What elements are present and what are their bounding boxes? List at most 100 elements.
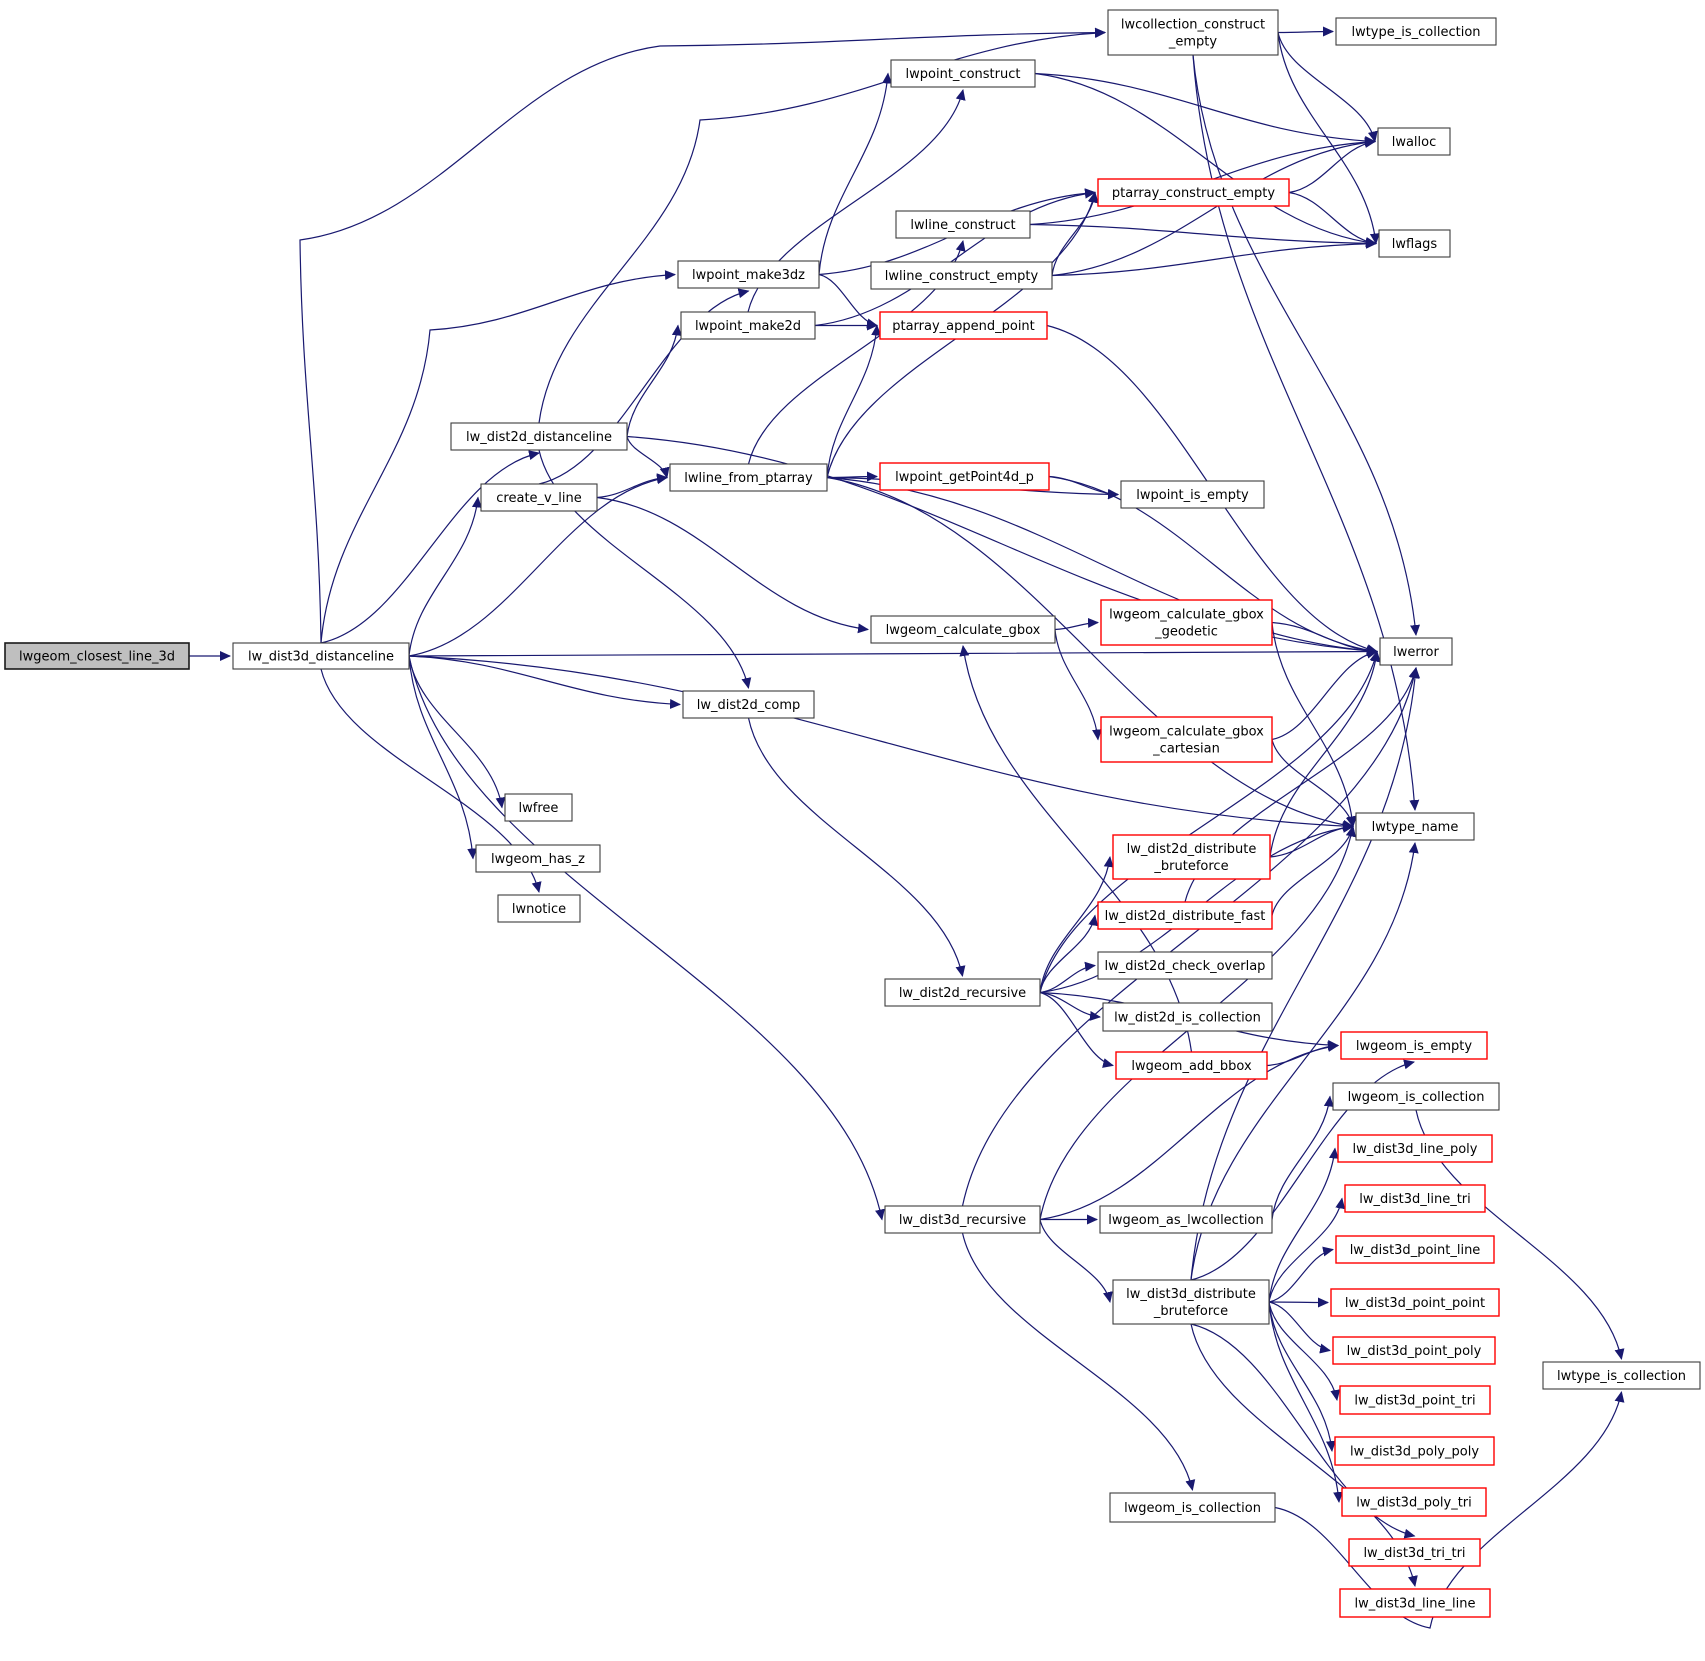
edge-lw_dist3d_distanceline-lwerror (408, 646, 1378, 657)
node-lwerror[interactable]: lwerror (1379, 637, 1453, 666)
edge-lw_dist3d_distribute_bruteforce-lw_dist3d_point_tri (1268, 1301, 1341, 1401)
edge-lwline_construct_empty-lwalloc (1051, 137, 1376, 277)
node-lwline_construct[interactable]: lwline_construct (895, 210, 1031, 239)
node-box (1378, 229, 1451, 258)
node-lw_dist2d_check_overlap[interactable]: lw_dist2d_check_overlap (1097, 951, 1273, 980)
node-lw_dist2d_distribute_fast[interactable]: lw_dist2d_distribute_fast (1097, 901, 1273, 930)
edge-lwcollection_construct_empty-lwtype_name (1192, 54, 1420, 811)
node-box (1120, 480, 1265, 509)
node-box (1334, 1436, 1495, 1466)
node-lwnotice[interactable]: lwnotice (497, 894, 581, 923)
node-lw_dist3d_point_point[interactable]: lw_dist3d_point_point (1330, 1288, 1500, 1317)
node-lwgeom_calculate_gbox_cartesian[interactable]: lwgeom_calculate_gbox _cartesian (1100, 716, 1273, 763)
node-lwgeom_as_lwcollection[interactable]: lwgeom_as_lwcollection (1099, 1205, 1273, 1234)
node-box (1340, 1031, 1488, 1060)
node-label: lw_dist2d_recursive (899, 986, 1026, 1001)
edge-lwline_from_ptarray-ptarray_append_point (826, 324, 882, 478)
node-lwpoint_is_empty[interactable]: lwpoint_is_empty (1120, 480, 1265, 509)
node-label: lw_dist3d_point_poly (1347, 1344, 1482, 1359)
edge-lwpoint_make3dz-lwpoint_construct (818, 72, 893, 275)
node-ptarray_construct_empty[interactable]: ptarray_construct_empty (1097, 178, 1290, 207)
node-label: lwpoint_make3dz (692, 268, 805, 283)
node-lwgeom_is_empty[interactable]: lwgeom_is_empty (1340, 1031, 1488, 1060)
node-lwgeom_is_collection_1[interactable]: lwgeom_is_collection (1332, 1082, 1500, 1111)
node-lw_dist2d_distribute_bruteforce[interactable]: lw_dist2d_distribute _bruteforce (1112, 834, 1271, 880)
node-lw_dist3d_line_line[interactable]: lw_dist3d_line_line (1339, 1588, 1491, 1618)
edge-ptarray_construct_empty-lwalloc (1288, 138, 1376, 194)
node-box (1341, 1487, 1487, 1517)
node-create_v_line[interactable]: create_v_line (480, 483, 598, 512)
node-label: lw_dist3d_tri_tri (1363, 1546, 1465, 1561)
node-lwcollection_construct_empty[interactable]: lwcollection_construct _empty (1107, 9, 1279, 56)
node-lwtype_is_collection_2[interactable]: lwtype_is_collection (1542, 1361, 1701, 1390)
node-lw_dist2d_recursive[interactable]: lw_dist2d_recursive (884, 978, 1041, 1007)
node-box (504, 793, 573, 822)
node-lw_dist3d_distribute_bruteforce[interactable]: lw_dist3d_distribute _bruteforce (1112, 1279, 1270, 1325)
node-label: lwgeom_is_collection (1348, 1090, 1485, 1105)
node-lw_dist3d_point_tri[interactable]: lw_dist3d_point_tri (1339, 1385, 1491, 1415)
node-lw_dist3d_tri_tri[interactable]: lw_dist3d_tri_tri (1348, 1538, 1481, 1567)
node-lwalloc[interactable]: lwalloc (1377, 127, 1451, 156)
edge-lw_dist3d_distanceline-lwtype_name (408, 655, 1354, 832)
node-label: lwline_from_ptarray (684, 471, 813, 486)
node-lwgeom_calculate_gbox[interactable]: lwgeom_calculate_gbox (870, 615, 1056, 644)
node-box (480, 483, 598, 512)
node-label: lw_dist2d_distribute_fast (1105, 909, 1266, 924)
edge-lwline_construct_empty-ptarray_construct_empty (1051, 191, 1099, 276)
node-lwpoint_make3dz[interactable]: lwpoint_make3dz (677, 260, 820, 289)
node-lw_dist3d_distanceline[interactable]: lw_dist3d_distanceline (232, 642, 410, 670)
node-label: lw_dist3d_point_tri (1354, 1394, 1475, 1409)
node-lw_dist3d_poly_tri[interactable]: lw_dist3d_poly_tri (1341, 1487, 1487, 1517)
edge-create_v_line-lwpoint_make3dz (538, 288, 750, 485)
edge-lw_dist3d_distanceline-lw_dist3d_recursive (408, 655, 885, 1221)
node-lwflags[interactable]: lwflags (1378, 229, 1451, 258)
node-lwline_from_ptarray[interactable]: lwline_from_ptarray (669, 463, 828, 492)
node-label: ptarray_append_point (892, 319, 1035, 334)
node-box (677, 260, 820, 289)
edge-lwpoint_make3dz-ptarray_append_point (818, 273, 878, 329)
edge-lw_dist2d_distanceline-lwline_from_ptarray (626, 436, 670, 479)
node-ptarray_append_point[interactable]: ptarray_append_point (879, 311, 1048, 340)
node-lwgeom_add_bbox[interactable]: lwgeom_add_bbox (1115, 1051, 1268, 1080)
node-box (1100, 599, 1273, 646)
edge-lw_dist3d_distribute_bruteforce-lwerror (1190, 667, 1421, 1281)
node-lw_dist2d_comp[interactable]: lw_dist2d_comp (682, 690, 815, 719)
node-label: lwgeom_calculate_gbox (1109, 725, 1264, 740)
node-lwtype_name[interactable]: lwtype_name (1355, 812, 1475, 841)
node-lwgeom_is_collection_2[interactable]: lwgeom_is_collection (1109, 1492, 1276, 1523)
node-lwpoint_make2d[interactable]: lwpoint_make2d (680, 311, 816, 340)
node-lwline_construct_empty[interactable]: lwline_construct_empty (870, 261, 1053, 290)
node-lw_dist3d_poly_poly[interactable]: lw_dist3d_poly_poly (1334, 1436, 1495, 1466)
node-lw_dist3d_point_poly[interactable]: lw_dist3d_point_poly (1332, 1336, 1496, 1365)
edge-create_v_line-lwgeom_calculate_gbox (596, 496, 869, 634)
node-lw_dist3d_line_tri[interactable]: lw_dist3d_line_tri (1344, 1184, 1486, 1213)
node-label: _geodetic (1154, 625, 1218, 640)
node-lwgeom_calculate_gbox_geodetic[interactable]: lwgeom_calculate_gbox _geodetic (1100, 599, 1273, 646)
node-lwtype_is_collection_1[interactable]: lwtype_is_collection (1335, 17, 1497, 46)
node-label: lw_dist2d_distanceline (466, 430, 612, 445)
node-box (1348, 1538, 1481, 1567)
edge-lwline_from_ptarray-lwerror (826, 476, 1378, 656)
node-lw_dist2d_distanceline[interactable]: lw_dist2d_distanceline (450, 422, 628, 451)
edge-lw_dist3d_distanceline-lw_dist2d_comp (408, 655, 681, 710)
node-label: lw_dist2d_distribute (1127, 842, 1257, 857)
node-lw_dist2d_is_collection[interactable]: lw_dist2d_is_collection (1102, 1002, 1273, 1032)
edge-lw_dist3d_recursive-lwgeom_is_collection_2 (961, 1232, 1196, 1491)
node-lw_dist3d_line_poly[interactable]: lw_dist3d_line_poly (1337, 1134, 1493, 1163)
node-lwpoint_construct[interactable]: lwpoint_construct (890, 59, 1036, 88)
node-lw_dist3d_point_line[interactable]: lw_dist3d_point_line (1335, 1235, 1495, 1264)
node-lwfree[interactable]: lwfree (504, 793, 573, 822)
node-box (1330, 1288, 1500, 1317)
edge-lwgeom_as_lwcollection-lwgeom_is_collection_1 (1271, 1095, 1334, 1220)
node-lwpoint_getPoint4d_p[interactable]: lwpoint_getPoint4d_p (879, 462, 1050, 491)
node-lw_dist3d_recursive[interactable]: lw_dist3d_recursive (884, 1205, 1041, 1234)
node-box (1097, 901, 1273, 930)
node-label: lw_dist3d_point_point (1345, 1296, 1485, 1311)
node-label: lwline_construct (910, 218, 1015, 233)
node-label: lwpoint_is_empty (1136, 488, 1249, 503)
node-box (1339, 1588, 1491, 1618)
node-box (1379, 637, 1453, 666)
edge-lw_dist3d_distanceline-lwpoint_make3dz (320, 270, 676, 644)
node-lwgeom_has_z[interactable]: lwgeom_has_z (475, 844, 601, 873)
